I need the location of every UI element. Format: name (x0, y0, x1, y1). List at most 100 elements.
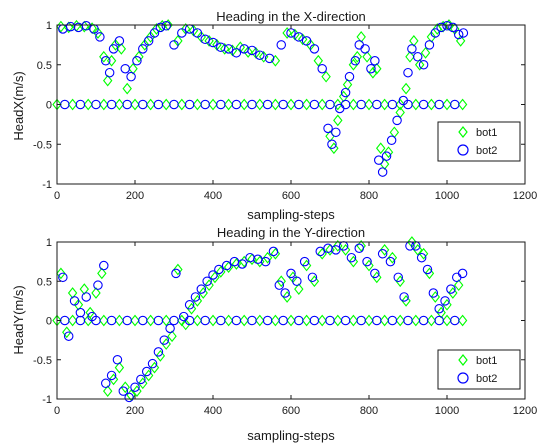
legend: bot1 bot2 (437, 121, 521, 162)
data-point-bot1 (93, 27, 103, 39)
data-point-bot2 (231, 315, 242, 326)
data-point-bot2 (398, 95, 409, 106)
data-point-bot1 (110, 38, 121, 51)
data-point-bot1 (108, 373, 119, 386)
chart-heading-y: Heading in the Y-direction sampling-step… (11, 225, 537, 443)
data-point-bot2 (325, 99, 335, 110)
data-point-bot1 (83, 98, 93, 111)
legend: bot1 bot2 (437, 349, 521, 390)
data-point-bot2 (334, 103, 345, 114)
data-point-bot1 (161, 98, 171, 111)
data-point-bot1 (161, 338, 171, 350)
x-tick-label: 400 (204, 405, 222, 417)
data-point-bot2 (196, 284, 207, 294)
data-point-bot1 (145, 98, 156, 111)
data-point-bot2 (255, 50, 265, 60)
data-point-bot2 (101, 378, 111, 389)
data-point-bot2 (112, 354, 123, 365)
data-point-bot2 (260, 256, 271, 267)
x-axis-label: sampling-steps (247, 428, 335, 443)
data-point-bot1 (134, 50, 144, 63)
data-point-bot2 (208, 37, 218, 48)
data-point-bot2 (387, 99, 398, 110)
data-point-bot1 (364, 259, 374, 272)
data-point-bot2 (430, 28, 441, 38)
data-point-bot1 (395, 314, 405, 327)
data-point-bot1 (255, 98, 265, 111)
data-point-bot1 (143, 369, 154, 382)
data-point-bot1 (116, 42, 127, 55)
data-point-bot1 (401, 294, 411, 307)
data-point-bot1 (223, 314, 234, 327)
data-point-bot2 (294, 32, 304, 42)
data-point-bot2 (264, 53, 275, 64)
data-point-bot1 (430, 291, 441, 303)
data-point-bot2 (69, 296, 80, 306)
legend-box (437, 349, 521, 390)
data-point-bot2 (448, 22, 458, 33)
data-point-bot1 (97, 267, 107, 280)
x-tick-label: 1200 (513, 190, 537, 202)
data-point-bot2 (434, 303, 444, 314)
data-point-bot1 (436, 306, 446, 319)
data-point-bot2 (216, 99, 226, 110)
data-point-bot2 (171, 268, 181, 279)
y-axis-label: HeadY(m/s) (11, 285, 26, 354)
data-point-bot2 (214, 264, 224, 275)
data-point-bot1 (67, 98, 78, 111)
data-point-bot2 (407, 44, 417, 54)
data-point-bot2 (122, 315, 132, 326)
data-point-bot2 (434, 315, 444, 326)
data-point-bot2 (446, 284, 456, 294)
data-point-bot2 (184, 99, 195, 110)
data-point-bot1 (99, 98, 109, 111)
data-point-bot2 (143, 36, 154, 46)
data-point-bot2 (294, 315, 304, 326)
data-point-bot1 (114, 98, 125, 111)
data-point-bot2 (457, 268, 468, 279)
x-tick-label: 0 (54, 190, 60, 202)
data-point-bot2 (159, 335, 170, 345)
data-point-bot1 (282, 291, 292, 303)
data-point-bot2 (169, 40, 179, 50)
data-point-bot2 (95, 32, 105, 42)
data-point-bot2 (350, 56, 361, 66)
data-point-bot2 (65, 21, 76, 32)
data-point-bot2 (307, 272, 318, 283)
data-point-bot2 (422, 264, 433, 275)
data-point-bot2 (317, 63, 327, 74)
data-point-bot1 (418, 247, 429, 260)
data-point-bot1 (62, 326, 72, 339)
data-point-bot2 (370, 56, 380, 66)
data-point-bot1 (243, 46, 253, 58)
data-point-bot2 (247, 99, 257, 110)
data-point-bot1 (192, 314, 203, 327)
data-point-bot1 (364, 98, 374, 111)
data-point-bot1 (56, 267, 66, 280)
data-point-bot2 (179, 311, 189, 322)
data-point-bot1 (114, 361, 125, 374)
data-point-bot2 (399, 292, 409, 302)
data-point-bot1 (379, 98, 390, 111)
data-point-bot1 (270, 314, 281, 327)
data-point-bot1 (348, 98, 359, 111)
data-marks (52, 19, 469, 177)
data-point-bot1 (198, 287, 208, 299)
data-point-bot2 (354, 243, 364, 254)
data-point-bot1 (356, 31, 366, 43)
legend-marker-bot1 (458, 126, 468, 138)
data-point-bot1 (426, 314, 437, 327)
data-point-bot1 (405, 50, 415, 63)
data-point-bot2 (120, 63, 131, 74)
data-point-bot2 (114, 36, 125, 46)
x-tick-label: 600 (282, 405, 300, 417)
data-point-bot1 (262, 251, 273, 264)
data-point-bot1 (91, 287, 101, 299)
data-point-bot1 (375, 142, 386, 155)
data-point-bot2 (208, 270, 218, 280)
data-point-bot2 (99, 260, 109, 271)
data-point-bot1 (362, 50, 372, 63)
data-point-bot1 (442, 98, 452, 111)
legend-marker-bot2 (457, 144, 469, 156)
data-point-bot1 (276, 275, 286, 288)
